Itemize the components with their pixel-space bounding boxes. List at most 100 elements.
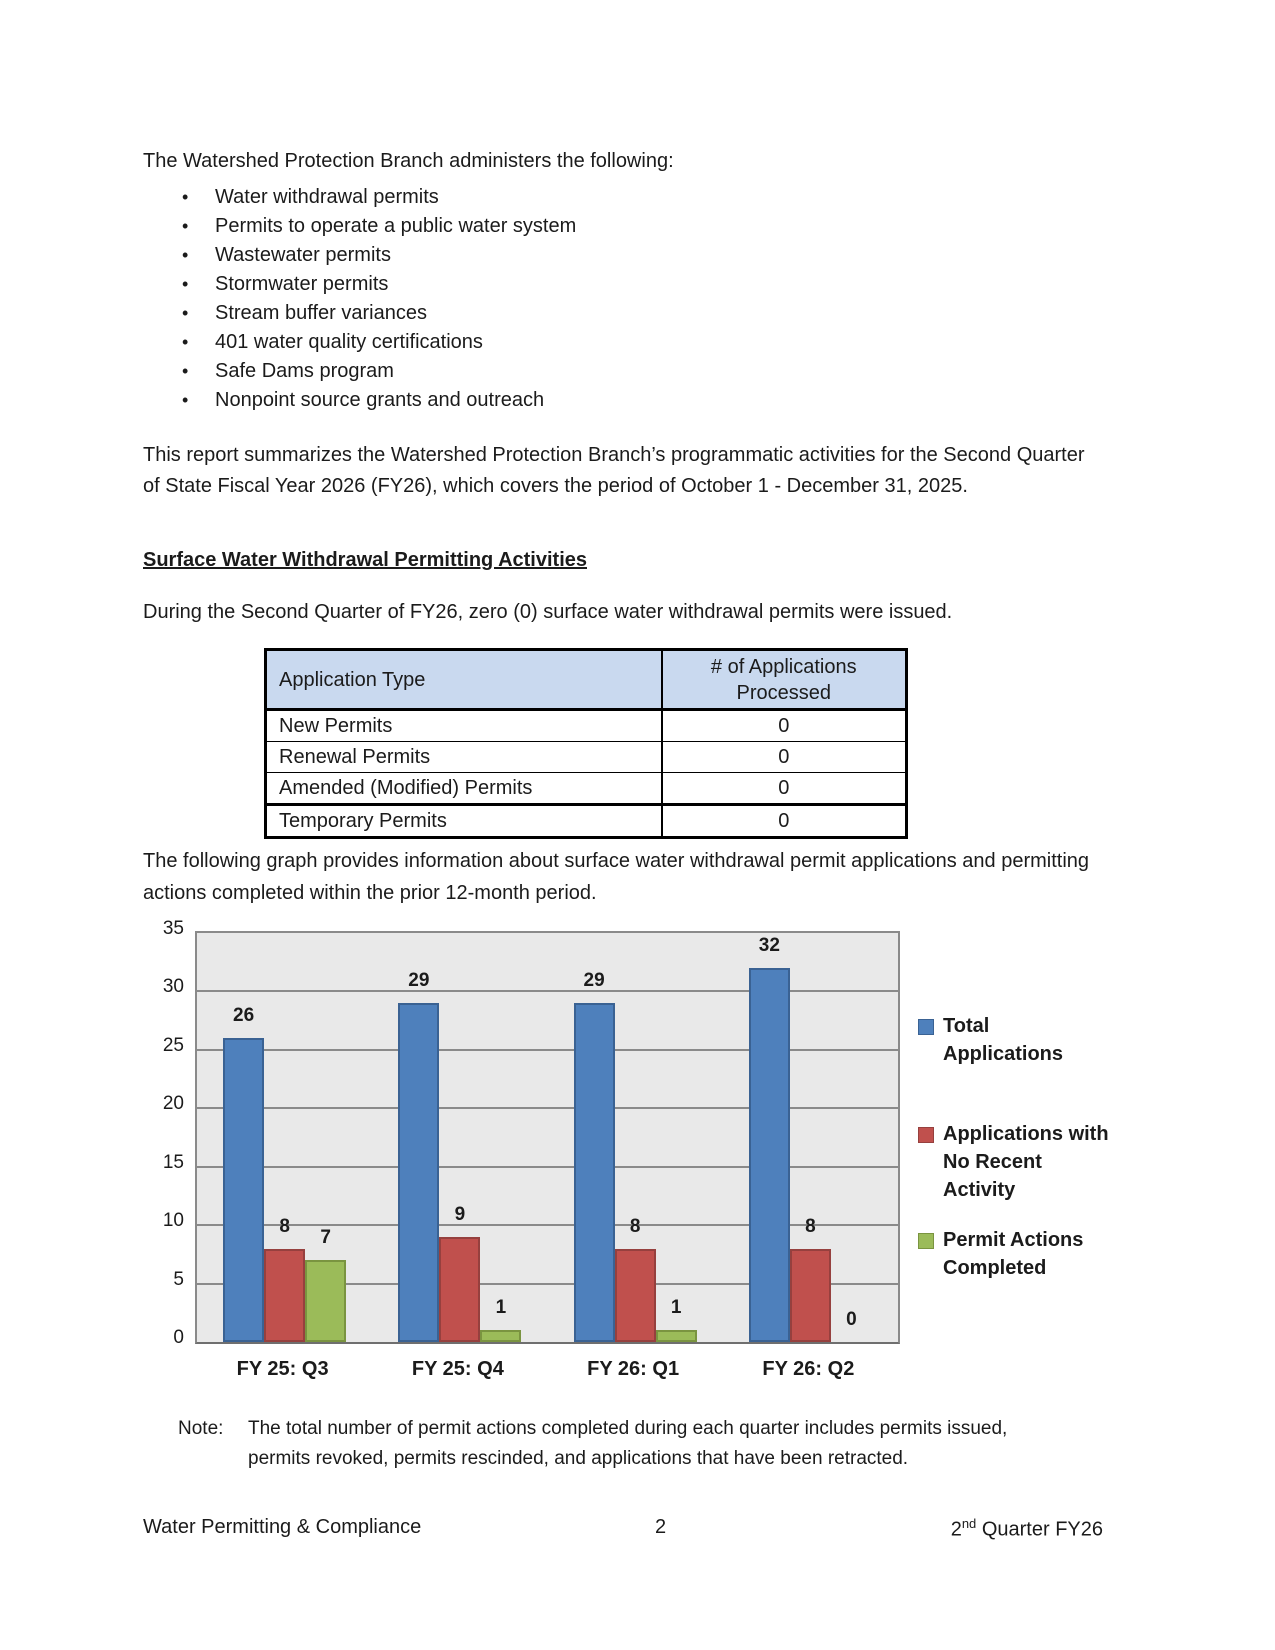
bar-value-label: 9	[454, 1203, 466, 1225]
footer-right: 2nd Quarter FY26	[951, 1516, 1103, 1542]
bullet-icon: •	[182, 390, 189, 410]
list-item: • Stream buffer variances	[182, 302, 1082, 324]
y-tick-label: 30	[162, 976, 184, 998]
bar-value-label: 29	[583, 970, 605, 992]
table-header-cell: Application Type	[264, 648, 662, 711]
y-tick-label: 25	[162, 1034, 184, 1056]
bar	[655, 1330, 697, 1342]
y-tick-label: 0	[173, 1327, 184, 1348]
bar-value-label: 1	[495, 1297, 507, 1319]
table-cell: Amended (Modified) Permits	[264, 772, 662, 805]
gridline	[197, 1224, 898, 1227]
note-text: The total number of permit actions compl…	[248, 1418, 1008, 1469]
bar	[264, 1249, 306, 1342]
list-item: • 401 water quality certifications	[182, 331, 1082, 353]
table-cell: Temporary Permits	[264, 803, 662, 839]
table-header-cell: # of Applications Processed	[660, 648, 908, 711]
y-tick-label: 5	[173, 1268, 184, 1290]
footer-left: Water Permitting & Compliance	[143, 1516, 422, 1538]
chart-plot: 26 29 29 32 8 9 8 8 7 1 1 0	[195, 931, 900, 1344]
legend-label: Permit Actions Completed	[943, 1229, 1084, 1279]
list-item: • Permits to operate a public water syste…	[182, 215, 1082, 237]
footer-right-num: 2	[950, 1518, 962, 1541]
summary-paragraph: This report summarizes the Watershed Pro…	[143, 444, 1085, 497]
bullet-icon: •	[182, 216, 189, 236]
gridline	[197, 1165, 898, 1168]
list-item: • Stormwater permits	[182, 273, 1082, 295]
bar-value-label: 1	[670, 1297, 682, 1319]
bar-value-label: 32	[758, 935, 780, 957]
x-tick-label: FY 26: Q1	[587, 1358, 680, 1380]
bar	[439, 1237, 481, 1342]
bullet-icon: •	[182, 245, 189, 265]
bullet-list: • Water withdrawal permits • Permits to op…	[182, 186, 1082, 418]
y-tick-label: 20	[162, 1093, 184, 1115]
bar	[398, 1003, 440, 1342]
legend-label: Applications with No Recent Activity	[943, 1123, 1109, 1201]
list-item: • Wastewater permits	[182, 244, 1082, 266]
bullet-text: Permits to operate a public water system	[215, 215, 577, 237]
footer-right-rest: Quarter FY26	[976, 1518, 1103, 1541]
footer-right-sup: nd	[961, 1516, 977, 1531]
table-row: Temporary Permits 0	[264, 803, 908, 839]
legend-item: Total Applications	[918, 1012, 1128, 1068]
bullet-text: 401 water quality certifications	[215, 331, 483, 353]
bullet-text: Water withdrawal permits	[215, 186, 439, 208]
bullet-text: Stream buffer variances	[215, 302, 427, 324]
gridline	[197, 1048, 898, 1051]
x-axis-labels: FY 25: Q3 FY 25: Q4 FY 26: Q1 FY 26: Q2	[195, 1358, 900, 1388]
bar-value-label: 26	[233, 1005, 255, 1027]
bar	[748, 968, 790, 1342]
bar-value-label: 8	[629, 1215, 641, 1237]
x-tick-label: FY 26: Q2	[762, 1358, 855, 1380]
list-item: • Nonpoint source grants and outreach	[182, 389, 1082, 411]
section-intro-paragraph: During the Second Quarter of FY26, zero …	[143, 601, 953, 623]
list-item: • Water withdrawal permits	[182, 186, 1082, 208]
bullet-icon: •	[182, 303, 189, 323]
note-label: Note:	[178, 1418, 224, 1439]
y-tick-label: 15	[162, 1151, 184, 1173]
list-item: • Safe Dams program	[182, 360, 1082, 382]
legend-label: Total Applications	[943, 1015, 1064, 1065]
y-axis-labels: 0 5 10 15 20 25 30 35	[118, 918, 184, 1348]
legend-swatch-icon	[918, 1233, 934, 1249]
x-tick-label: FY 25: Q3	[236, 1358, 329, 1380]
bullet-icon: •	[182, 274, 189, 294]
table-cell: Renewal Permits	[264, 741, 662, 773]
table-row: Renewal Permits 0	[264, 741, 908, 773]
bar	[789, 1249, 831, 1342]
bar	[305, 1260, 347, 1342]
bullet-text: Nonpoint source grants and outreach	[215, 389, 545, 411]
bar-value-label: 8	[805, 1215, 816, 1237]
legend-item: Permit Actions Completed	[918, 1226, 1128, 1282]
y-tick-label: 10	[162, 1210, 184, 1232]
y-tick-label: 35	[162, 918, 184, 939]
table-cell: 0	[660, 803, 908, 839]
note: Note: The total number of permit actions…	[178, 1414, 1048, 1474]
table-cell: New Permits	[264, 709, 662, 742]
bullet-icon: •	[182, 332, 189, 352]
bar	[573, 1003, 615, 1342]
bar	[480, 1330, 522, 1342]
bar-value-label: 8	[279, 1215, 290, 1237]
x-tick-label: FY 25: Q4	[411, 1358, 504, 1380]
legend-item: Applications with No Recent Activity	[918, 1120, 1128, 1204]
bullet-text: Wastewater permits	[215, 244, 391, 266]
bar-value-label: 29	[408, 970, 430, 992]
bar	[223, 1038, 265, 1342]
bar	[614, 1249, 656, 1342]
legend-swatch-icon	[918, 1127, 934, 1143]
intro-paragraph: The Watershed Protection Branch administ…	[143, 150, 674, 172]
bar-value-label: 7	[320, 1227, 331, 1249]
table-cell: 0	[660, 772, 908, 805]
legend-swatch-icon	[918, 1019, 934, 1035]
table-row: Amended (Modified) Permits 0	[264, 772, 908, 805]
permits-table: Application Type # of Applications Proce…	[264, 648, 908, 839]
chart-legend: Total Applications Applications with No R…	[918, 1012, 1128, 1282]
section-heading: Surface Water Withdrawal Permitting Acti…	[143, 549, 587, 571]
gridline	[197, 1107, 898, 1110]
gridline	[197, 1282, 898, 1285]
table-row: New Permits 0	[264, 709, 908, 742]
gridline	[197, 990, 898, 993]
